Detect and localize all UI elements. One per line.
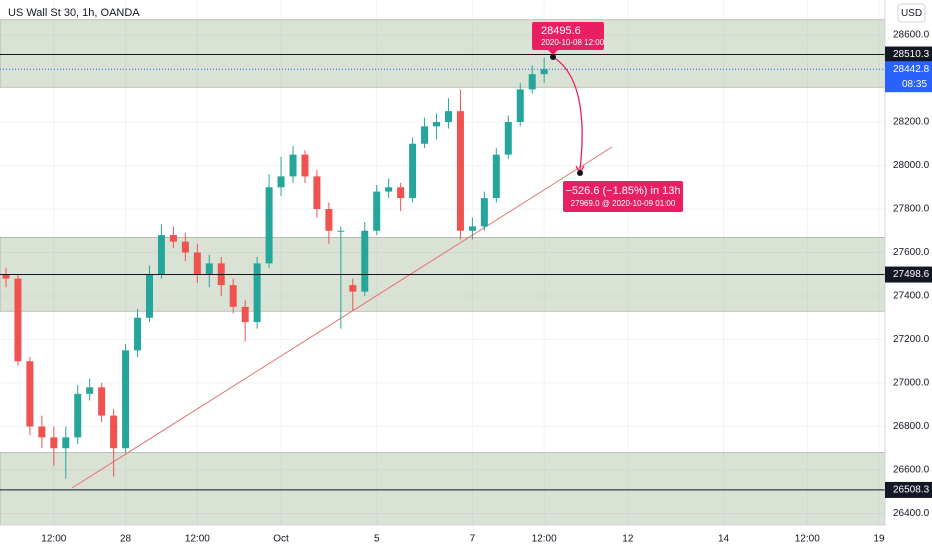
candle-body <box>373 191 381 231</box>
price-line-tag <box>885 46 932 63</box>
countdown-label: 08:35 <box>902 79 927 90</box>
candle-body <box>62 437 70 449</box>
target-dot <box>577 170 583 176</box>
candle-body <box>110 415 118 449</box>
candle-body <box>2 274 10 279</box>
candle-body <box>134 317 142 351</box>
y-tick-label: 26600.0 <box>893 465 930 476</box>
candle-body <box>14 278 22 362</box>
candle-body <box>193 252 201 275</box>
price-line-tag <box>885 266 932 283</box>
last-price-label: 28442.8 <box>893 64 930 75</box>
candle-body <box>38 426 46 438</box>
candle-body <box>122 350 130 449</box>
candle-body <box>181 241 189 253</box>
candle-body <box>540 69 548 75</box>
projection-arrow <box>552 56 583 171</box>
marker-dot <box>550 54 556 60</box>
price-line-tag <box>885 481 932 498</box>
y-tick-label: 28000.0 <box>893 160 930 171</box>
x-tick-label: 12:00 <box>185 534 210 545</box>
candle-body <box>456 111 464 231</box>
y-tick-label: 27000.0 <box>893 378 930 389</box>
candle-body <box>145 274 153 318</box>
candle-body <box>421 126 429 144</box>
candle-body <box>397 187 405 199</box>
candle-body <box>433 122 441 127</box>
candle-body <box>480 198 488 227</box>
candle-body <box>229 285 237 307</box>
candle-body <box>98 387 106 416</box>
marker-value: 28495.6 <box>541 25 581 37</box>
candle-body <box>468 226 476 231</box>
y-tick-label: 27600.0 <box>893 247 930 258</box>
price-line-label: 27498.6 <box>893 269 930 280</box>
candle-body <box>289 154 297 177</box>
x-tick-label: 12:00 <box>41 534 66 545</box>
candle-body <box>265 187 273 264</box>
zone <box>0 452 886 526</box>
trend-line <box>71 146 613 489</box>
candle-body <box>277 176 285 188</box>
marker-box <box>532 22 604 50</box>
y-tick-label: 27200.0 <box>893 334 930 345</box>
candle-body <box>349 285 357 292</box>
candle-body <box>86 387 94 394</box>
candle-body <box>50 437 58 449</box>
candle-body <box>253 263 261 323</box>
x-tick-label: 14 <box>718 534 730 545</box>
x-tick-label: 12:00 <box>795 534 820 545</box>
x-tick-label: Oct <box>273 534 289 545</box>
candle-body <box>492 154 500 199</box>
x-tick-label: 19 <box>873 534 885 545</box>
candle-body <box>157 235 165 275</box>
candle-body <box>504 122 512 155</box>
marker-pointer <box>548 50 558 55</box>
candle-body <box>444 111 452 123</box>
currency-label[interactable]: USD <box>901 8 922 19</box>
candle-body <box>337 230 345 232</box>
candle-body <box>528 74 536 90</box>
x-tick-label: 7 <box>470 534 476 545</box>
candle-body <box>241 306 249 323</box>
y-tick-label: 28200.0 <box>893 117 930 128</box>
candle-body <box>516 89 524 123</box>
marker-time: 2020-10-08 12:00 <box>541 38 605 47</box>
candle-body <box>26 361 34 427</box>
last-price-tag <box>885 61 932 93</box>
projection-box <box>563 181 683 212</box>
projection-change: −526.6 (−1.85%) in 13h <box>566 185 681 197</box>
y-tick-label: 26800.0 <box>893 421 930 432</box>
projection-target: 27969.0 @ 2020-10-09 01:00 <box>571 199 676 208</box>
y-tick-label: 26400.0 <box>893 508 930 519</box>
candle-body <box>313 176 321 209</box>
candle-body <box>74 393 82 438</box>
candle-body <box>409 143 417 199</box>
candle-body <box>361 230 369 292</box>
candle-body <box>205 263 213 275</box>
x-tick-label: 5 <box>374 534 380 545</box>
y-tick-label: 27800.0 <box>893 204 930 215</box>
candle-body <box>325 208 333 231</box>
candle-body <box>385 187 393 192</box>
price-line-label: 26508.3 <box>893 485 930 496</box>
y-tick-label: 27400.0 <box>893 291 930 302</box>
candle-body <box>301 154 309 177</box>
currency-button[interactable] <box>897 3 926 23</box>
zone <box>0 19 886 88</box>
x-tick-label: 12 <box>622 534 634 545</box>
candle-body <box>169 235 177 242</box>
y-tick-label: 28600.0 <box>893 30 930 41</box>
price-line-label: 28510.3 <box>893 49 930 60</box>
chart-title: US Wall St 30, 1h, OANDA <box>8 7 140 19</box>
x-tick-label: 12:00 <box>532 534 557 545</box>
x-tick-label: 28 <box>120 534 132 545</box>
